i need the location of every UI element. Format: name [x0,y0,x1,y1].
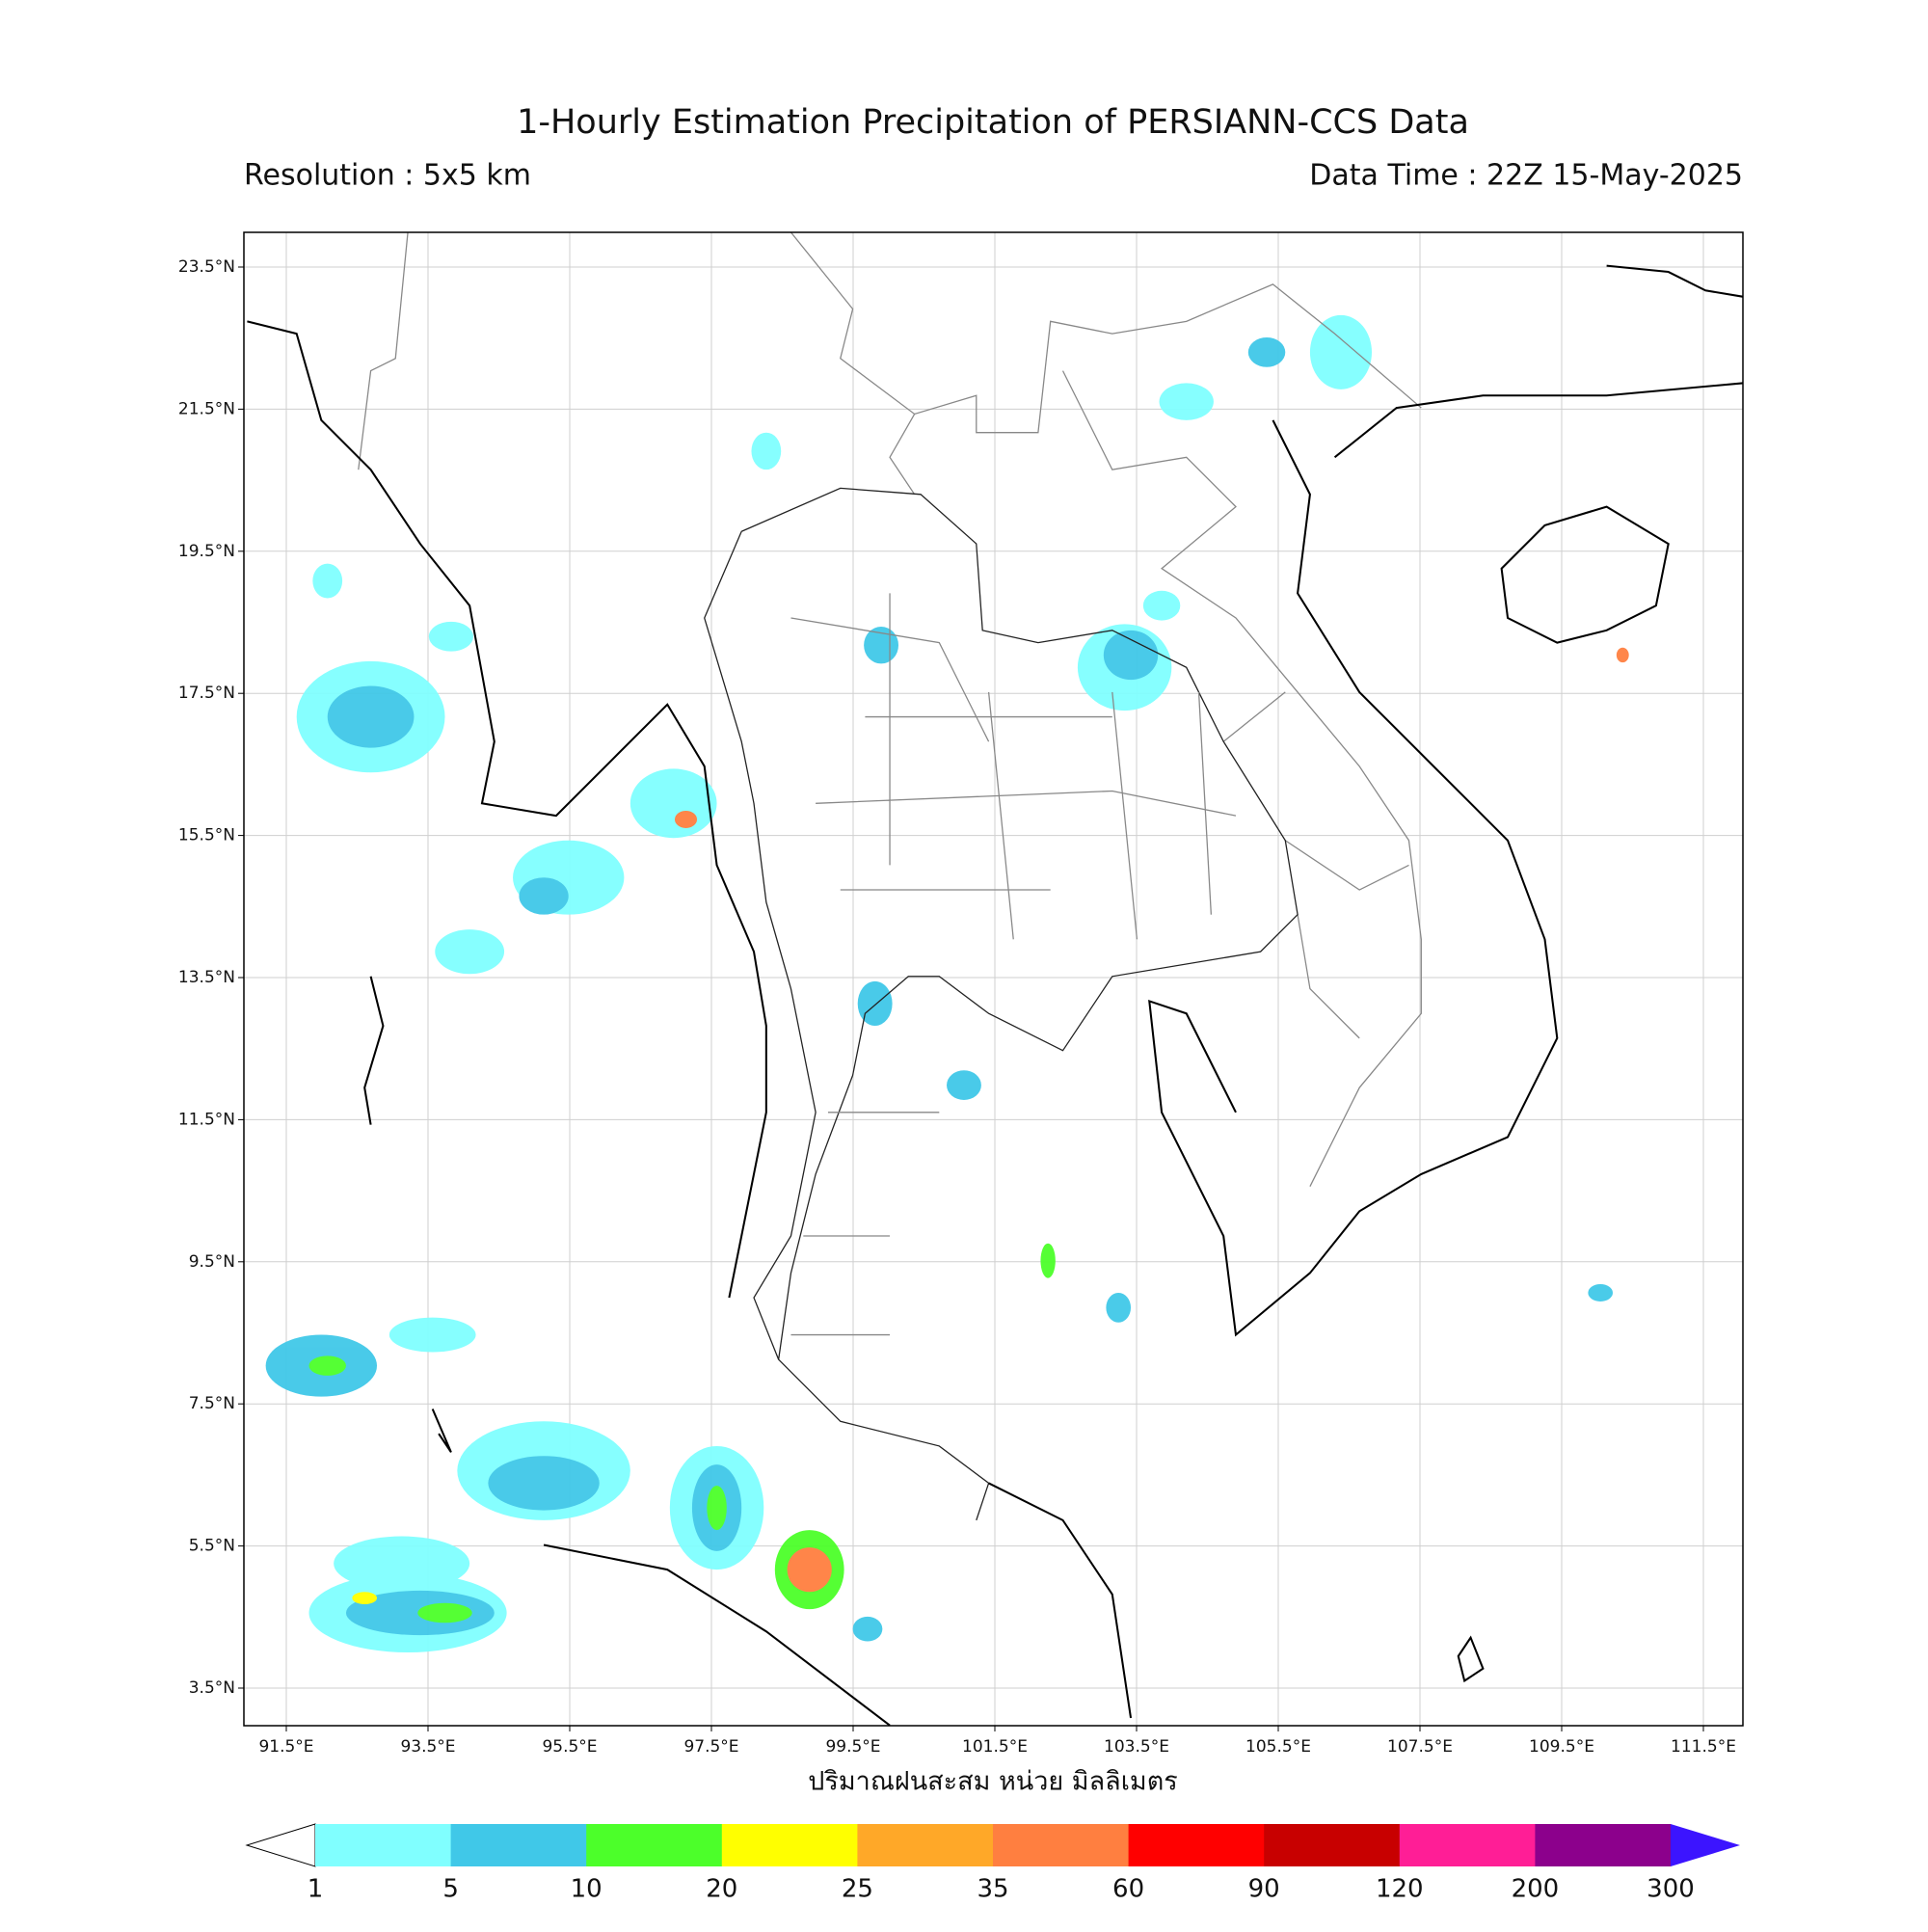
grid: 23.5°N 21.5°N 19.5°N 17.5°N 15.5°N 13.5°N 11.5… [178,232,1743,1757]
lon-tick-label: 105.5°E [1245,1737,1311,1757]
lat-tick-label: 23.5°N [178,257,235,277]
title: 1-Hourly Estimation Precipitation of PER… [517,103,1469,142]
lat-tick-label: 11.5°N [178,1110,235,1129]
borders [358,232,1422,1188]
coastlines [247,264,1743,1726]
colorbar-label: 10 [571,1875,602,1904]
colorbar-label: 120 [1376,1875,1424,1904]
colorbar-label: 90 [1248,1875,1280,1904]
lat-tick-label: 15.5°N [178,826,235,845]
colorbar-label: 25 [842,1875,873,1904]
colorbar-label: 5 [442,1875,459,1904]
colorbar-label: 200 [1512,1875,1560,1904]
colorbar-segment [586,1824,723,1866]
colorbar-segment [857,1824,994,1866]
colorbar: 1 5 10 20 25 35 60 90 120 200 300 [245,1823,1740,1904]
x-label: ปริมาณฝนสะสม หน่วย มิลลิเมตร [808,1767,1178,1797]
colorbar-segment [1535,1824,1672,1866]
colorbar-segment [721,1824,858,1866]
colorbar-label: 35 [977,1875,1008,1904]
lat-tick-label: 7.5°N [189,1394,235,1413]
colorbar-over [1671,1824,1740,1866]
lat-tick-label: 5.5°N [189,1537,235,1556]
lat-tick-label: 17.5°N [178,684,235,703]
colorbar-under [245,1823,316,1867]
lat-tick-label: 3.5°N [189,1678,235,1698]
lat-tick-label: 21.5°N [178,399,235,418]
lon-tick-label: 95.5°E [542,1737,597,1757]
map-frame [243,231,1744,1727]
lon-tick-label: 93.5°E [400,1737,455,1757]
lon-tick-label: 91.5°E [258,1737,313,1757]
lat-tick-label: 13.5°N [178,968,235,987]
data-time: Data Time : 22Z 15-May-2025 [1309,159,1743,193]
lon-tick-label: 103.5°E [1104,1737,1169,1757]
rain [265,314,1629,1653]
colorbar-segment [1128,1824,1265,1866]
colorbar-label: 60 [1112,1875,1144,1904]
lon-tick-label: 111.5°E [1671,1737,1736,1757]
lon-tick-label: 99.5°E [825,1737,880,1757]
lat-tick-label: 9.5°N [189,1252,235,1272]
colorbar-label: 20 [706,1875,737,1904]
colorbar-segment [450,1824,587,1866]
colorbar-segment [315,1824,452,1866]
colorbar-segment [993,1824,1130,1866]
colorbar-segment [1264,1824,1401,1866]
colorbar-label: 300 [1647,1875,1695,1904]
colorbar-label: 1 [308,1875,324,1904]
colorbar-segment [1399,1824,1536,1866]
lon-tick-label: 107.5°E [1387,1737,1453,1757]
resolution: Resolution : 5x5 km [244,159,531,193]
thailand [704,487,1299,1521]
lon-tick-label: 97.5°E [683,1737,738,1757]
lat-tick-label: 19.5°N [178,542,235,561]
map-drawing [247,232,1743,1726]
lon-tick-label: 101.5°E [962,1737,1028,1757]
lon-tick-label: 109.5°E [1529,1737,1594,1757]
